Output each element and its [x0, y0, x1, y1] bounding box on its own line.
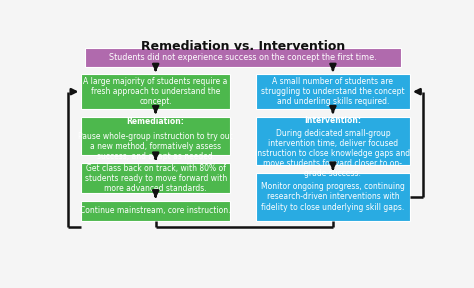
FancyBboxPatch shape [82, 163, 230, 193]
Text: Intervention:: Intervention: [304, 116, 362, 125]
FancyBboxPatch shape [256, 173, 410, 221]
Text: Get class back on track, with 80% of
students ready to move forward with
more ad: Get class back on track, with 80% of stu… [84, 164, 227, 193]
FancyBboxPatch shape [82, 201, 230, 221]
Text: Continue mainstream, core instruction.: Continue mainstream, core instruction. [81, 206, 231, 215]
Text: During dedicated small-group
intervention time, deliver focused
instruction to c: During dedicated small-group interventio… [255, 129, 410, 178]
Text: A small number of students are
struggling to understand the concept
and underlin: A small number of students are strugglin… [261, 77, 405, 106]
FancyBboxPatch shape [256, 117, 410, 165]
FancyBboxPatch shape [256, 75, 410, 109]
Text: Remediation vs. Intervention: Remediation vs. Intervention [141, 40, 345, 53]
Text: Students did not experience success on the concept the first time.: Students did not experience success on t… [109, 53, 377, 62]
FancyBboxPatch shape [82, 75, 230, 109]
FancyBboxPatch shape [85, 48, 401, 67]
Text: A large majority of students require a
fresh approach to understand the
concept.: A large majority of students require a f… [83, 77, 228, 106]
Text: Monitor ongoing progress, continuing
research-driven interventions with
fidelity: Monitor ongoing progress, continuing res… [261, 183, 405, 212]
FancyBboxPatch shape [82, 117, 230, 156]
Text: Remediation:: Remediation: [127, 117, 184, 126]
Text: Pause whole-group instruction to try out
a new method, formatively assess
succes: Pause whole-group instruction to try out… [78, 132, 233, 161]
